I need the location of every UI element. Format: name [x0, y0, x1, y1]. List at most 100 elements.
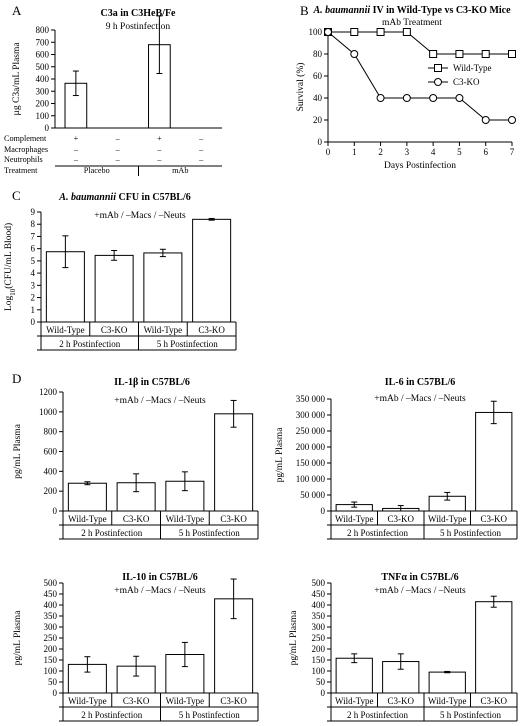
panel-b-x-tick-label: 5 — [457, 147, 462, 157]
panel-c-y-tick-label: 1 — [31, 305, 36, 315]
panel-d-il10-annotation: +mAb / –Macs / –Neuts — [114, 586, 206, 596]
panel-c-title-rest: CFU in C57BL/6 — [116, 192, 191, 203]
panel-d-il6-y-tick-label: 50 000 — [300, 490, 325, 500]
panel-a-table-row-label: Macrophages — [4, 145, 48, 154]
panel-d-il6-y-tick-label: 250 000 — [296, 426, 326, 436]
panel-d-il1b-group-label: 2 h Postinfection — [81, 528, 142, 538]
panel-d-tnfa-y-tick-label: 250 — [312, 633, 326, 643]
panel-b-point — [508, 50, 516, 58]
panel-c-bar — [94, 254, 134, 323]
panel-d-tnfa-group-label: 5 h Postinfection — [440, 710, 501, 720]
panel-b-x-tick-label: 0 — [326, 147, 331, 157]
panel-c-y-tick-label: 6 — [31, 244, 36, 254]
panel-d-il10-y-tick-label: 150 — [44, 655, 58, 665]
panel-b-series-line — [327, 31, 512, 121]
panel-d-il10-y-tick-label: 200 — [44, 644, 58, 654]
panel-c-bar — [192, 218, 232, 323]
panel-a-y-tick-label: 300 — [36, 86, 50, 96]
panel-c-group-label: 2 h Postinfection — [59, 339, 120, 349]
panel-d-il1b-annotation: +mAb / –Macs / –Neuts — [114, 396, 206, 406]
panel-a-table-cell: – — [115, 155, 121, 164]
panel-b-point — [429, 50, 438, 58]
panel-b-legend-marker — [434, 64, 442, 72]
panel-d-il10-y-tick-label: 450 — [44, 589, 58, 599]
panel-d-il10-category-label: C3-KO — [123, 696, 150, 706]
panel-d-tnfa-y-tick-label: 100 — [312, 666, 326, 676]
panel-a-table-cell: – — [115, 134, 121, 143]
panel-b-point — [376, 28, 385, 36]
panel-b-point — [376, 94, 385, 102]
panel-b-y-tick-label: 100 — [309, 27, 323, 37]
panel-d-il1b-category-label: C3-KO — [123, 514, 150, 524]
panel-b-title-rest: IV in Wild-Type vs C3-KO Mice — [370, 5, 511, 16]
panel-b-y-tick-label: 60 — [313, 71, 323, 81]
panel-d-il10-y-tick-label: 350 — [44, 611, 58, 621]
panel-d-tnfa-y-tick-label: 150 — [312, 655, 326, 665]
panel-d-il6-y-tick-label: 0 — [321, 506, 326, 516]
panel-d-il10-category-label: Wild-Type — [68, 696, 107, 706]
panel-a-table-row-label: Neutrophils — [4, 155, 43, 164]
panel-d-tnfa-y-tick-label: 300 — [312, 622, 326, 632]
panel-d-il10-y-tick-label: 250 — [44, 633, 58, 643]
panel-d-il6-annotation: +mAb / –Macs / –Neuts — [374, 394, 466, 404]
panel-b-point — [350, 50, 359, 58]
panel-b-point — [481, 116, 490, 124]
panel-d-tnfa-category-label: Wild-Type — [428, 696, 467, 706]
panel-d-il1b-y-tick-label: 800 — [44, 427, 58, 437]
panel-d-il1b-title: IL-1β in C57BL/6 — [114, 377, 190, 388]
panel-d-tnfa-category-label: Wild-Type — [335, 696, 374, 706]
panel-d-il6-category-label: C3-KO — [388, 514, 415, 524]
panel-a-table-cell: – — [198, 134, 204, 143]
panel-c-y-tick-label: 7 — [31, 231, 36, 241]
panel-d-il10-y-tick-label: 50 — [48, 677, 58, 687]
panel-letter-b: B — [300, 3, 309, 18]
panel-d-il6-bar — [475, 411, 513, 512]
panel-a-treatment-label: Placebo — [84, 166, 110, 175]
panel-d-il1b-category-label: Wild-Type — [166, 514, 205, 524]
panel-b-subtitle: mAb Treatment — [382, 18, 442, 28]
panel-d-il1b-y-tick-label: 0 — [53, 506, 58, 516]
panel-d-tnfa-y-tick-label: 350 — [312, 611, 326, 621]
panel-c-y-tick-label: 2 — [31, 293, 36, 303]
panel-b-point — [324, 28, 332, 36]
panel-d-tnfa-annotation: +mAb / –Macs / –Neuts — [374, 586, 466, 596]
panel-letter-d: D — [12, 371, 21, 386]
panel-letter-c: C — [12, 188, 21, 203]
panel-c-y-tick-label: 5 — [31, 256, 36, 266]
panel-b-point — [508, 116, 516, 124]
panel-c-y-label-part: (CFU/mL Blood) — [3, 223, 14, 289]
panel-d-il10-group-label: 2 h Postinfection — [81, 710, 142, 720]
panel-c-category-label: Wild-Type — [46, 325, 85, 335]
panel-c-y-tick-label: 3 — [31, 280, 36, 290]
panel-d-il1b-category-label: C3-KO — [220, 514, 247, 524]
panel-b-point — [402, 94, 411, 102]
panel-d-il6-category-label: Wild-Type — [428, 514, 467, 524]
panel-b-point — [402, 28, 411, 36]
panel-b-y-tick-label: 80 — [313, 49, 323, 59]
panel-a-table-cell: – — [198, 145, 204, 154]
panel-d-il1b-category-label: Wild-Type — [68, 514, 107, 524]
panel-d-tnfa-bar — [335, 657, 373, 694]
panel-d-il1b-y-tick-label: 200 — [44, 486, 58, 496]
panel-d-il6-category-label: Wild-Type — [335, 514, 374, 524]
panel-letter-a: A — [12, 3, 22, 18]
panel-b-y-tick-label: 0 — [318, 137, 323, 147]
panel-d-il1b-y-tick-label: 1200 — [39, 387, 58, 397]
panel-c-category-label: Wild-Type — [144, 325, 183, 335]
panel-d-il10-y-tick-label: 500 — [44, 578, 58, 588]
panel-a-table-cell: – — [156, 155, 162, 164]
panel-c-y-label-part: Log — [4, 296, 14, 312]
panel-b-series-line — [328, 31, 512, 55]
panel-a-y-tick-label: 200 — [36, 99, 50, 109]
panel-b-x-label: Days Postinfection — [384, 160, 456, 171]
panel-c-y-label-part: 10 — [9, 288, 17, 296]
panel-a-y-label: µg C3a/mL Plasma — [12, 42, 22, 116]
panel-c-category-label: C3-KO — [198, 325, 225, 335]
panel-c-y-label: Log10(CFU/mL Blood) — [3, 223, 17, 311]
panel-d-il10-y-tick-label: 0 — [53, 688, 58, 698]
panel-d-il10-y-tick-label: 400 — [44, 600, 58, 610]
panel-a-table-row-label: Complement — [4, 134, 47, 143]
panel-a-treatment-label: mAb — [172, 166, 188, 175]
panel-d-il6-y-label: pg/mL Plasma — [275, 427, 285, 483]
